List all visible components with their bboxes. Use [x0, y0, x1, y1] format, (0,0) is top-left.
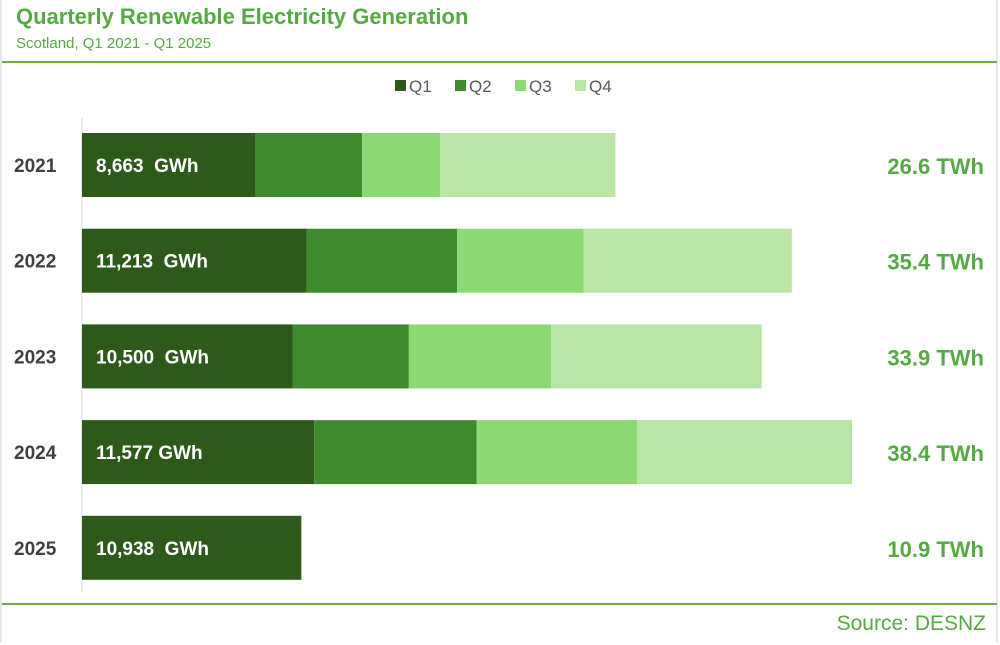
category-label-2023: 2023 [14, 347, 56, 368]
chart-title: Quarterly Renewable Electricity Generati… [16, 4, 469, 29]
total-label-2022: 35.4 TWh [887, 250, 984, 275]
category-label-2025: 2025 [14, 539, 57, 560]
bar-2025-q1 [82, 515, 302, 580]
data-label-2022: 11,213 GWh [96, 252, 208, 273]
bar-2022-q2 [306, 228, 458, 293]
total-label-2025: 10.9 TWh [887, 537, 984, 562]
data-label-2021: 8,663 GWh [96, 156, 198, 177]
category-label-2024: 2024 [14, 443, 57, 464]
header-divider [2, 61, 997, 63]
bar-2024-q4 [636, 420, 852, 485]
bar-2022-q1 [82, 228, 307, 293]
legend-swatch-q1 [395, 80, 406, 91]
category-label-2021: 2021 [14, 156, 57, 177]
bar-2021-q4 [440, 133, 616, 197]
bar-2022-q4 [583, 228, 792, 293]
bar-2021-q2 [255, 133, 362, 197]
bar-2023-q3 [408, 324, 552, 389]
bar-2024-q3 [476, 420, 637, 485]
legend-swatch-q2 [455, 80, 466, 91]
bar-2024-q1 [82, 420, 315, 485]
data-label-2025: 10,938 GWh [96, 539, 209, 560]
bar-2021-q1 [82, 133, 256, 197]
legend-label-q3: Q3 [529, 77, 552, 96]
bar-2024-q2 [314, 420, 477, 485]
bar-2023-q4 [551, 324, 762, 389]
bar-2023-q2 [292, 324, 409, 389]
legend-label-q2: Q2 [469, 77, 492, 96]
category-label-2022: 2022 [14, 252, 56, 273]
chart-subtitle: Scotland, Q1 2021 - Q1 2025 [16, 35, 212, 52]
legend-label-q4: Q4 [589, 77, 612, 96]
total-label-2023: 33.9 TWh [887, 345, 984, 370]
legend-swatch-q3 [515, 80, 526, 91]
legend-swatch-q4 [575, 80, 586, 91]
data-label-2023: 10,500 GWh [96, 347, 209, 368]
total-label-2021: 26.6 TWh [887, 154, 984, 179]
bar-2022-q3 [457, 228, 584, 293]
bar-2023-q1 [82, 324, 293, 389]
source-note: Source: DESNZ [836, 612, 986, 635]
bar-2021-q3 [361, 133, 441, 197]
data-label-2024: 11,577 GWh [96, 443, 203, 464]
legend-label-q1: Q1 [409, 77, 432, 96]
total-label-2024: 38.4 TWh [887, 441, 984, 466]
footer-divider [2, 603, 997, 605]
